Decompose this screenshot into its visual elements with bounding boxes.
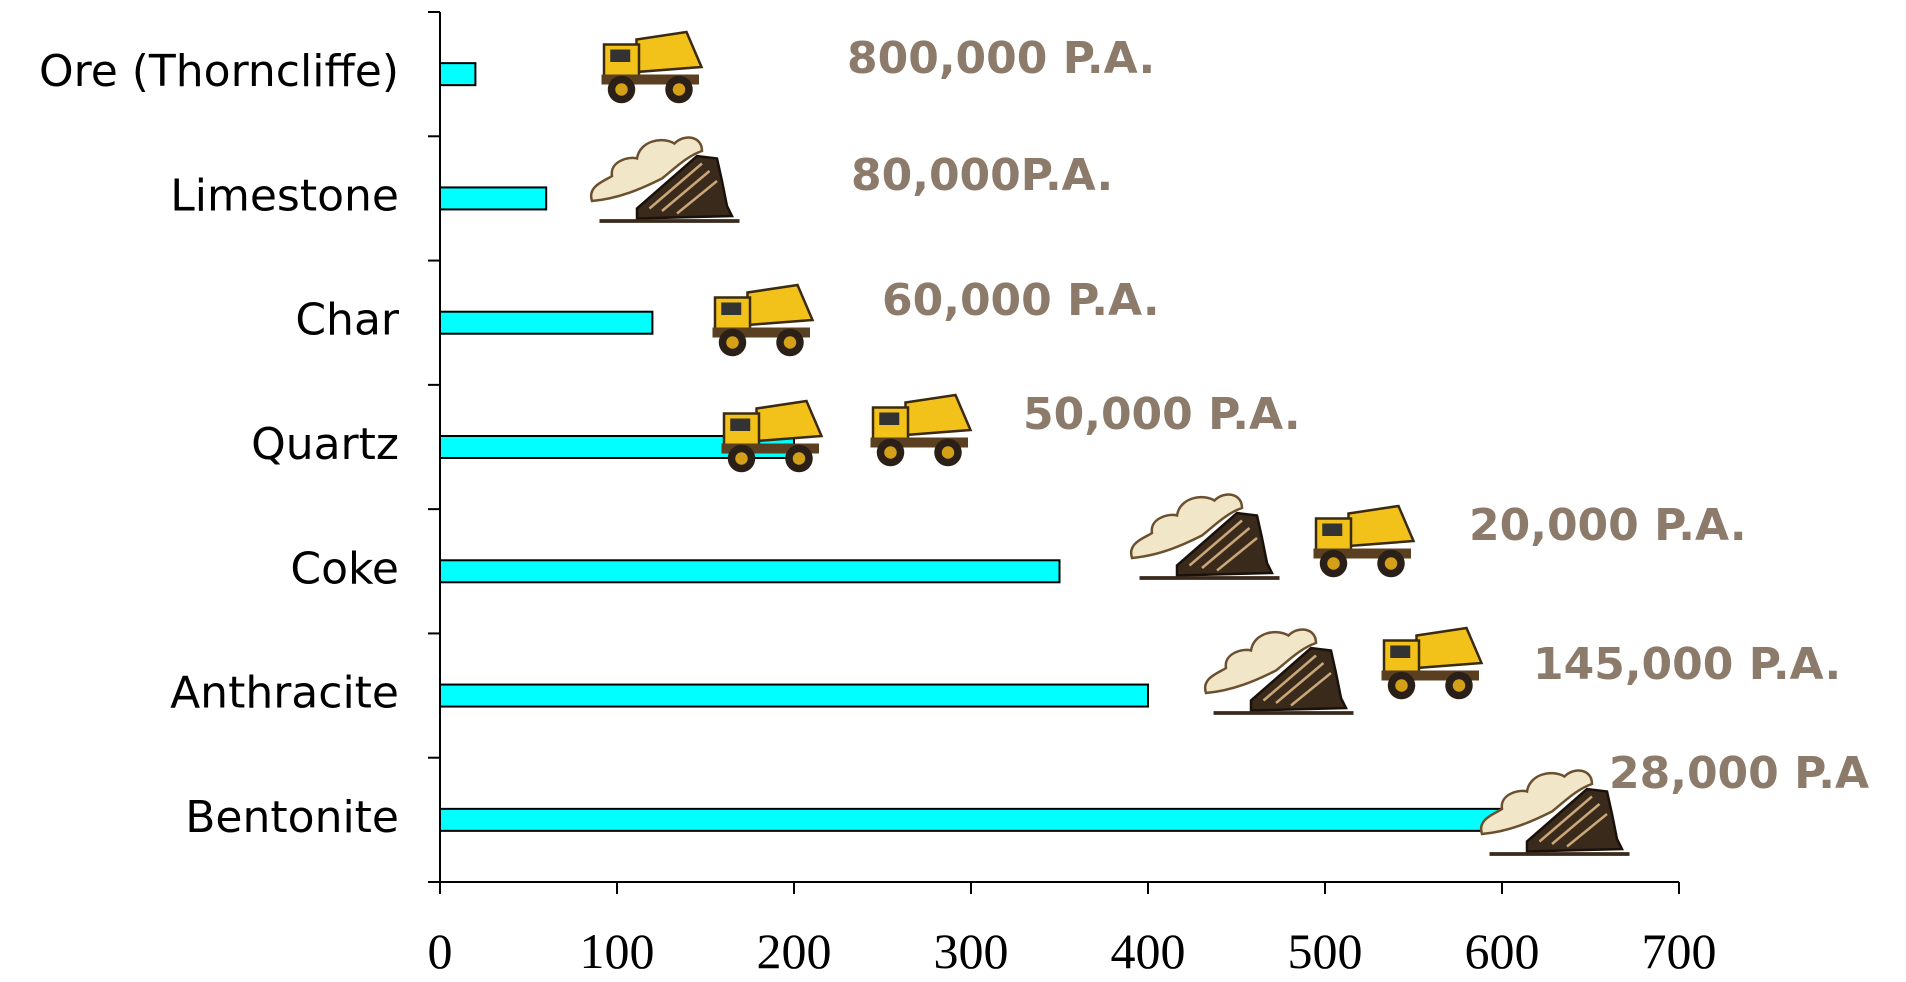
truck-window	[879, 413, 899, 426]
truck-hub	[1327, 557, 1340, 570]
truck-bed	[1349, 506, 1414, 546]
x-tick-label: 400	[1111, 923, 1186, 979]
truck-window	[610, 50, 630, 63]
truck-bed	[637, 32, 702, 72]
x-tick-label: 300	[934, 923, 1009, 979]
bar	[440, 809, 1502, 831]
truck-hub	[615, 83, 628, 96]
truck-window	[730, 419, 750, 432]
truck-bed	[757, 401, 822, 441]
category-label: Ore (Thorncliffe)	[39, 46, 399, 97]
bar	[440, 312, 652, 334]
category-label: Anthracite	[170, 668, 399, 719]
truck-bed	[906, 395, 971, 435]
truck-hub	[1385, 557, 1398, 570]
x-tick-label: 600	[1465, 923, 1540, 979]
x-tick-label: 200	[757, 923, 832, 979]
truck-icon	[722, 401, 822, 472]
truck-icon	[602, 32, 702, 103]
chart: 0 100 200 300 400 500 600 700 Ore (Thorncliffe) L…	[0, 0, 1906, 982]
train-icon	[1481, 771, 1629, 855]
truck-icon	[871, 395, 971, 466]
truck-window	[1390, 646, 1410, 659]
truck-hub	[884, 446, 897, 459]
truck-hub	[673, 83, 686, 96]
truck-icon	[1314, 506, 1414, 577]
category-label: Bentonite	[185, 792, 399, 843]
bar	[440, 63, 475, 85]
train-icon	[591, 138, 739, 222]
truck-bed	[748, 285, 813, 325]
truck-hub	[942, 446, 955, 459]
category-label: Char	[295, 295, 400, 346]
train-icon	[1131, 495, 1279, 579]
truck-window	[721, 303, 741, 316]
truck-icon	[713, 285, 813, 356]
truck-hub	[793, 452, 806, 465]
bar	[440, 560, 1060, 582]
bar	[440, 685, 1148, 707]
annotation: 80,000P.A.	[851, 150, 1113, 201]
truck-hub	[726, 336, 739, 349]
truck-window	[1322, 524, 1342, 537]
category-label: Coke	[290, 543, 399, 594]
x-tick-label: 100	[580, 923, 655, 979]
train-icon	[1205, 630, 1353, 714]
annotation: 28,000 P.A	[1609, 748, 1869, 799]
bar	[440, 187, 546, 209]
truck-bed	[1417, 628, 1482, 668]
truck-hub	[784, 336, 797, 349]
category-label: Quartz	[251, 419, 399, 470]
truck-hub	[735, 452, 748, 465]
annotation: 800,000 P.A.	[847, 33, 1155, 84]
annotation: 60,000 P.A.	[882, 275, 1160, 326]
x-tick-label: 0	[428, 923, 453, 979]
annotation: 50,000 P.A.	[1023, 389, 1301, 440]
category-label: Limestone	[170, 170, 399, 221]
truck-icon	[1382, 628, 1482, 699]
truck-hub	[1453, 679, 1466, 692]
truck-hub	[1395, 679, 1408, 692]
x-tick-label: 700	[1642, 923, 1717, 979]
annotation: 20,000 P.A.	[1469, 500, 1747, 551]
x-tick-label: 500	[1288, 923, 1363, 979]
annotation: 145,000 P.A.	[1533, 639, 1841, 690]
